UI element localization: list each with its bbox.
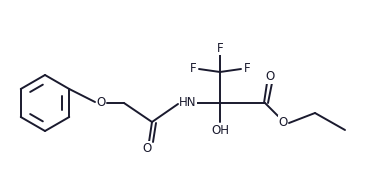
Text: F: F bbox=[217, 41, 223, 55]
Text: O: O bbox=[142, 141, 152, 155]
Text: O: O bbox=[96, 96, 106, 110]
Text: F: F bbox=[244, 61, 250, 75]
Text: HN: HN bbox=[179, 96, 197, 110]
Text: F: F bbox=[190, 61, 196, 75]
Text: O: O bbox=[279, 116, 288, 129]
Text: O: O bbox=[265, 70, 274, 84]
Text: OH: OH bbox=[211, 124, 229, 136]
